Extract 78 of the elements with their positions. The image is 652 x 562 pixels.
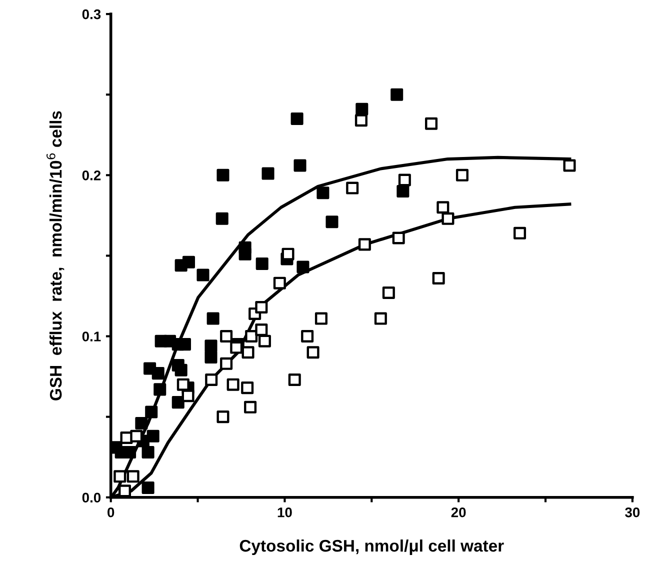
- point: [306, 346, 320, 359]
- point: [216, 168, 230, 182]
- point: [145, 406, 158, 418]
- point: [178, 338, 191, 351]
- x-axis-title: Cytosolic GSH, nmol/μl cell water: [240, 539, 504, 556]
- y-tick-label: 0.0: [82, 492, 101, 503]
- point: [182, 390, 194, 402]
- point: [432, 272, 445, 285]
- point: [174, 364, 188, 376]
- point: [204, 350, 218, 364]
- point: [206, 312, 220, 325]
- point: [220, 357, 233, 370]
- x-tick-label: 20: [451, 507, 466, 518]
- point: [273, 276, 286, 290]
- point: [216, 212, 228, 225]
- point: [398, 174, 411, 186]
- point: [354, 114, 368, 127]
- point: [255, 301, 268, 314]
- point: [172, 396, 184, 409]
- point: [374, 312, 387, 325]
- point: [326, 216, 338, 228]
- point: [396, 185, 410, 198]
- point: [316, 186, 330, 200]
- point: [242, 346, 254, 359]
- point: [301, 330, 314, 343]
- y-tick-label: 0.2: [82, 170, 101, 180]
- point: [118, 484, 132, 498]
- y-tick-label: 0.3: [82, 9, 101, 20]
- point: [220, 330, 233, 343]
- x-tick-label: 10: [278, 507, 292, 518]
- point: [241, 382, 254, 394]
- point: [176, 378, 190, 391]
- point: [154, 383, 166, 396]
- point: [110, 441, 122, 454]
- point: [390, 88, 404, 101]
- point: [130, 430, 143, 442]
- point: [456, 168, 468, 182]
- point: [226, 378, 240, 391]
- point: [358, 238, 371, 251]
- point: [314, 312, 328, 325]
- point: [290, 112, 304, 126]
- point: [135, 417, 148, 430]
- point: [346, 182, 359, 194]
- point: [126, 470, 140, 483]
- point: [262, 167, 274, 180]
- point: [204, 340, 218, 352]
- point: [142, 481, 154, 494]
- point: [152, 367, 164, 380]
- y-tick-label: 0.1: [82, 332, 101, 342]
- point: [382, 286, 395, 300]
- point: [256, 258, 268, 270]
- point: [442, 212, 454, 225]
- point: [146, 430, 160, 442]
- point: [563, 159, 576, 172]
- point: [182, 256, 195, 268]
- point: [296, 260, 310, 274]
- point: [216, 410, 230, 424]
- point: [205, 374, 218, 386]
- point: [142, 446, 154, 459]
- point: [288, 374, 301, 386]
- point: [255, 324, 268, 336]
- point: [245, 330, 258, 343]
- point: [356, 102, 368, 116]
- point: [282, 248, 294, 260]
- point: [238, 248, 252, 260]
- point: [436, 201, 450, 214]
- point: [258, 334, 271, 348]
- point: [425, 117, 438, 130]
- point: [392, 232, 405, 244]
- point: [230, 341, 243, 354]
- y-axis-title: GSH efflux rate, nmol/min/10$^{6}$ cells: [46, 111, 64, 400]
- x-tick-label: 30: [625, 507, 640, 518]
- point: [294, 159, 306, 172]
- x-tick-label: 0: [108, 507, 114, 518]
- point: [196, 268, 210, 282]
- point: [514, 226, 526, 240]
- point: [114, 470, 126, 483]
- point: [244, 400, 257, 414]
